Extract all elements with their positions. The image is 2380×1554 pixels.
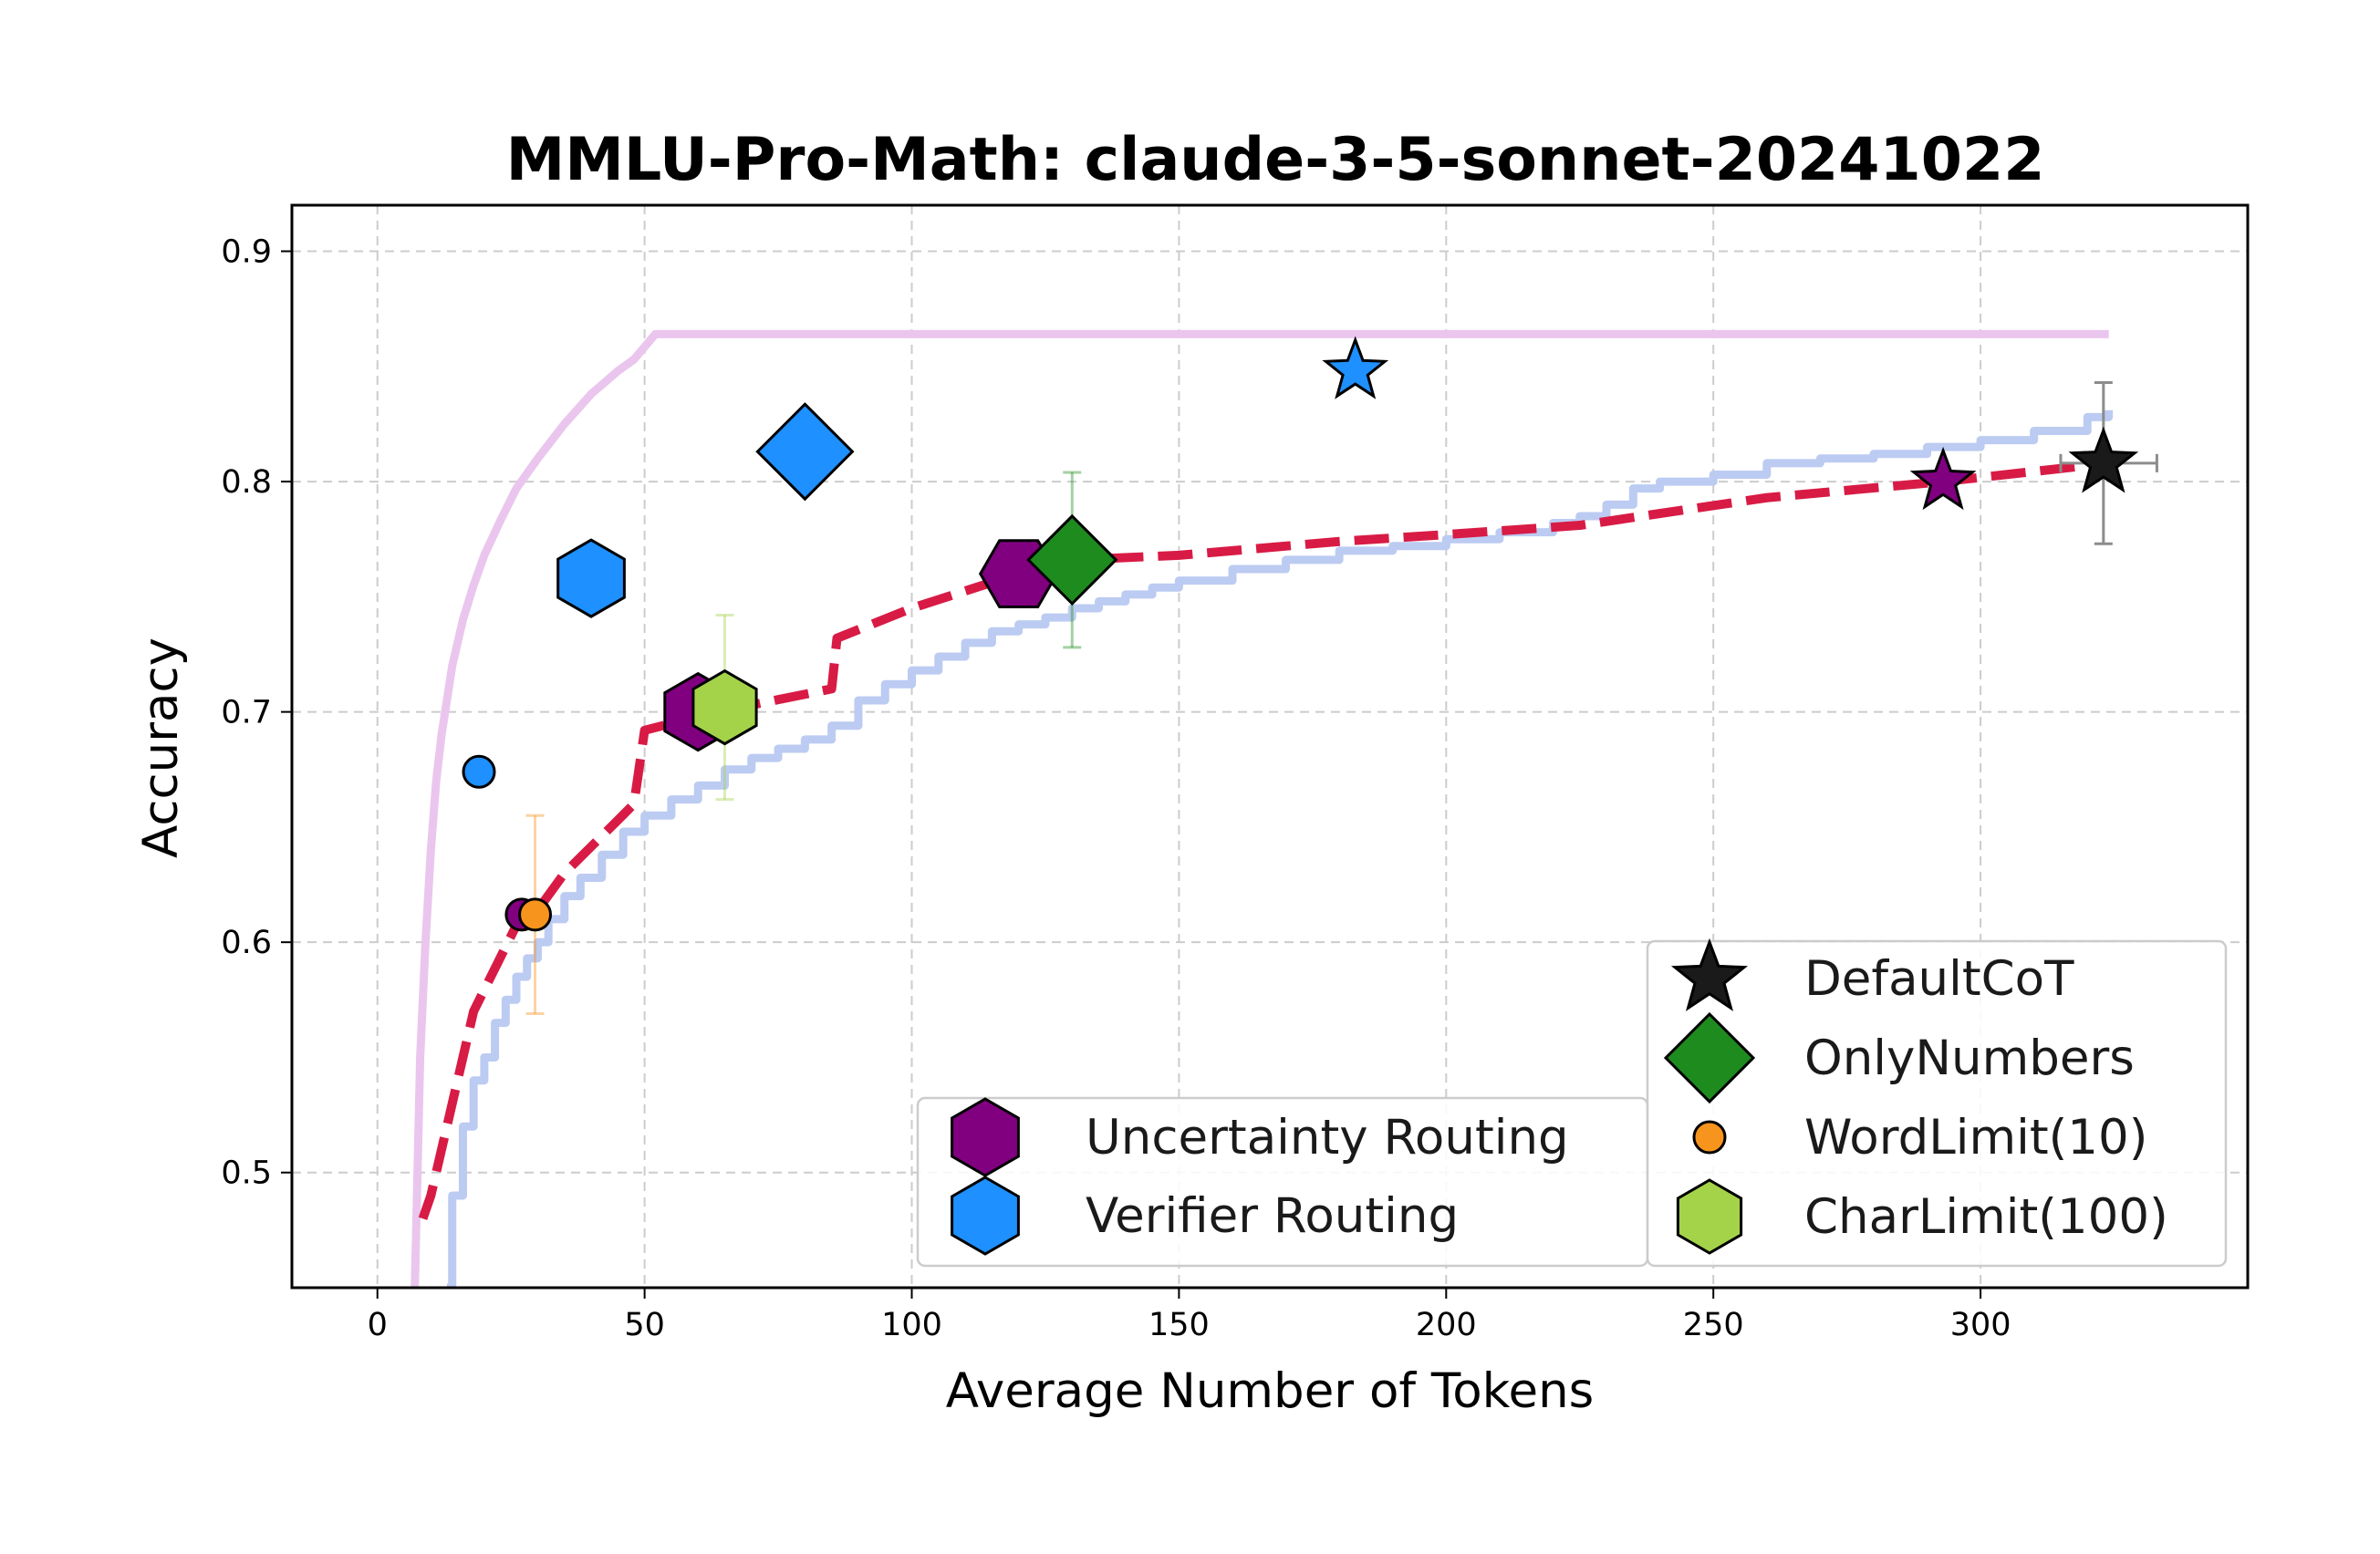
point-wordlimit-10 [518,897,553,932]
y-tick-label: 0.9 [221,234,272,271]
point-uncertainty-routing [1909,446,1977,511]
y-axis-label: Accuracy [133,637,189,858]
line-series [418,458,2110,1220]
y-tick-label: 0.8 [221,464,272,501]
legend-label: DefaultCoT [1804,951,2074,1007]
point-onlynumbers [1026,513,1118,606]
y-tick-label: 0.7 [221,695,272,731]
chart-title: MMLU-Pro-Math: claude-3-5-sonnet-2024102… [506,126,2045,194]
x-tick-label: 100 [881,1307,942,1343]
y-tick-label: 0.6 [221,925,272,961]
x-tick-label: 0 [368,1307,388,1343]
y-tick-label: 0.5 [221,1155,272,1192]
point-verifier-routing [556,538,626,618]
legend-marker-charlimit-100 [1676,1178,1743,1255]
point-verifier-routing [755,402,855,502]
line-series [446,409,2114,1288]
x-tick-label: 50 [624,1307,665,1343]
legend-label: Uncertainty Routing [1086,1110,1569,1166]
series-lines [411,329,2114,1288]
legend-label: CharLimit(100) [1804,1189,2168,1245]
x-tick-label: 300 [1950,1307,2011,1343]
point-verifier-routing [1322,336,1389,399]
line-series [411,329,2109,1288]
legend-lower-center: Uncertainty Routing Verifier Routing [916,1096,1649,1268]
legend-label: WordLimit(10) [1804,1110,2147,1166]
legend-marker-uncertainty-routing [951,1097,1020,1177]
point-defaultcot [2068,426,2139,493]
x-tick-label: 200 [1416,1307,1477,1343]
legend-label: OnlyNumbers [1804,1031,2135,1086]
legend-box [1646,939,2228,1268]
point-verifier-routing [462,754,496,789]
point-charlimit-100 [691,668,758,746]
legend-marker-wordlimit-10 [1692,1120,1727,1155]
legends: Uncertainty Routing Verifier Routing Defau… [916,938,2228,1268]
x-tick-label: 250 [1683,1307,1744,1343]
x-axis-ticks: 0 50 100 150 200 250 300 [368,1288,2011,1343]
legend-marker-defaultcot [1670,938,1749,1011]
legend-label: Verifier Routing [1086,1188,1459,1244]
plot-frame [290,203,2250,1290]
legend-marker-verifier-routing [951,1176,1020,1256]
x-axis-label: Average Number of Tokens [946,1363,1595,1419]
y-axis-ticks: 0.5 0.6 0.7 0.8 0.9 [221,234,292,1192]
legend-lower-right: DefaultCoT OnlyNumbers WordLimit(10) CharLi… [1646,938,2228,1268]
scatter-points [462,336,2139,932]
x-tick-label: 150 [1148,1307,1210,1343]
legend-marker-onlynumbers [1663,1011,1756,1104]
